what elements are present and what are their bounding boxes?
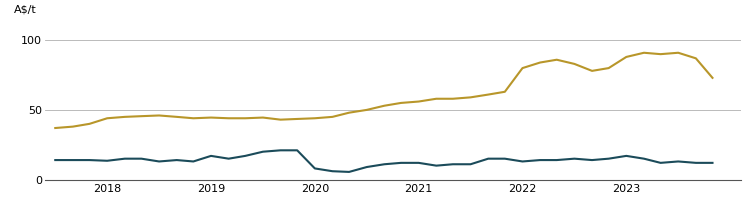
Text: A$/t: A$/t [13,4,37,14]
